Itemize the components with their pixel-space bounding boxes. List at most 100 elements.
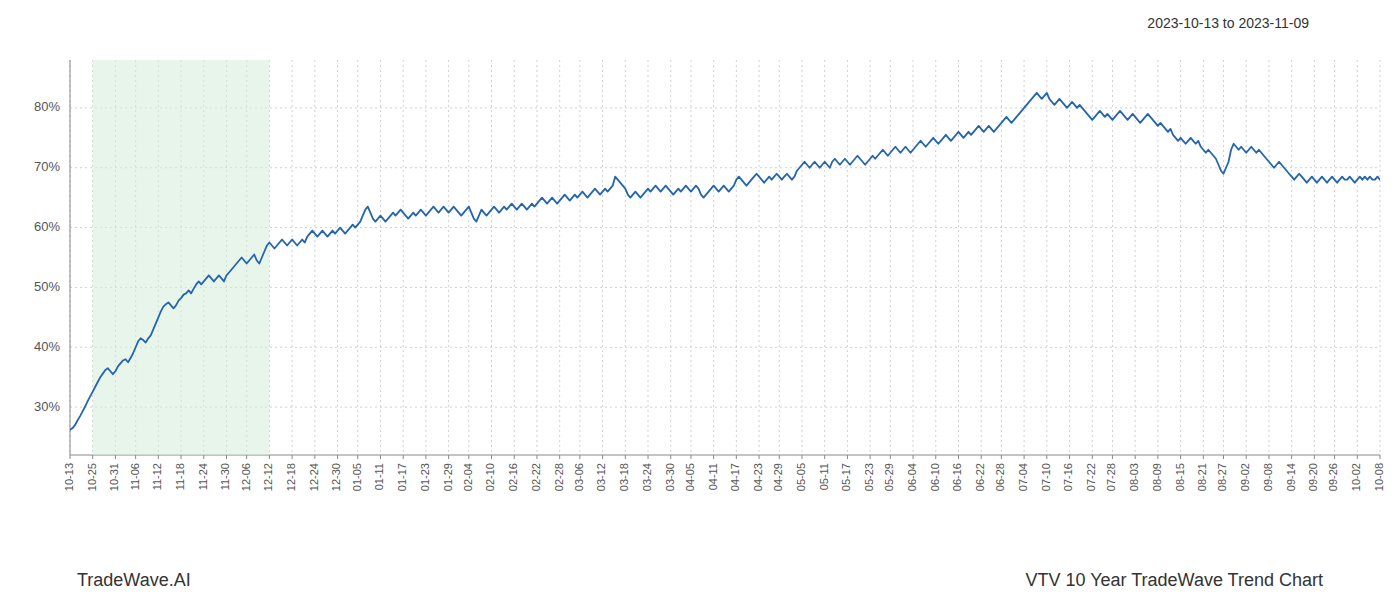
x-tick (1246, 455, 1247, 459)
grid-line-x (70, 60, 71, 455)
grid-line-x (981, 60, 982, 455)
x-tick (713, 455, 714, 459)
x-tick (579, 455, 580, 459)
grid-line-x (1291, 60, 1292, 455)
y-tick-label: 80% (34, 99, 60, 114)
x-tick-label: 09-02 (1239, 463, 1251, 491)
x-tick (602, 455, 603, 459)
x-tick (292, 455, 293, 459)
x-tick (314, 455, 315, 459)
x-tick (779, 455, 780, 459)
y-tick-label: 60% (34, 219, 60, 234)
x-tick (559, 455, 560, 459)
x-tick (246, 455, 247, 459)
x-tick-label: 07-04 (1017, 463, 1029, 491)
grid-line-x (1157, 60, 1158, 455)
x-tick-label: 09-26 (1327, 463, 1339, 491)
x-tick (1135, 455, 1136, 459)
grid-line-x (1334, 60, 1335, 455)
x-tick (380, 455, 381, 459)
grid-line-x (1069, 60, 1070, 455)
x-tick-label: 03-12 (595, 463, 607, 491)
x-tick (958, 455, 959, 459)
x-tick-label: 12-12 (262, 463, 274, 491)
x-tick-label: 01-11 (373, 463, 385, 490)
x-tick (801, 455, 802, 459)
x-tick-label: 06-28 (994, 463, 1006, 491)
x-tick (1268, 455, 1269, 459)
grid-line-x (713, 60, 714, 455)
grid-line-x (337, 60, 338, 455)
grid-line-x (536, 60, 537, 455)
x-tick (890, 455, 891, 459)
x-tick-label: 04-23 (752, 463, 764, 491)
grid-line-x (292, 60, 293, 455)
grid-line-x (1380, 60, 1381, 455)
grid-line-x (824, 60, 825, 455)
x-tick-label: 09-08 (1262, 463, 1274, 491)
grid-line-x (559, 60, 560, 455)
x-tick-label: 11-24 (197, 463, 209, 490)
x-tick-label: 05-11 (818, 463, 830, 490)
grid-line-x (670, 60, 671, 455)
grid-line-x (801, 60, 802, 455)
grid-line-x (1046, 60, 1047, 455)
x-tick (92, 455, 93, 459)
x-tick (269, 455, 270, 459)
x-tick (759, 455, 760, 459)
x-tick-label: 10-25 (86, 463, 98, 491)
x-tick-label: 03-06 (573, 463, 585, 491)
x-tick (357, 455, 358, 459)
grid-line-x (1203, 60, 1204, 455)
x-tick (514, 455, 515, 459)
grid-line-x (935, 60, 936, 455)
grid (70, 60, 1380, 455)
grid-line-x (425, 60, 426, 455)
grid-line-x (1223, 60, 1224, 455)
x-tick (870, 455, 871, 459)
x-tick-label: 06-22 (974, 463, 986, 491)
x-tick (648, 455, 649, 459)
x-tick (491, 455, 492, 459)
x-tick-label: 10-13 (63, 463, 75, 491)
page: {"chart_data": { "type": "line", "title"… (0, 0, 1400, 600)
x-tick-label: 04-17 (729, 463, 741, 491)
x-tick-label: 09-20 (1307, 463, 1319, 491)
grid-line-x (491, 60, 492, 455)
x-tick-label: 04-29 (772, 463, 784, 491)
x-tick-label: 06-10 (929, 463, 941, 491)
grid-line-x (648, 60, 649, 455)
x-tick-label: 08-03 (1128, 463, 1140, 491)
x-tick (824, 455, 825, 459)
x-tick-label: 07-16 (1062, 463, 1074, 491)
x-tick (181, 455, 182, 459)
x-tick-label: 08-21 (1196, 463, 1208, 491)
grid-line-x (357, 60, 358, 455)
texts: 2023-10-13 to 2023-11-09TradeWave.AIVTV … (77, 15, 1323, 590)
x-tick-label: 08-09 (1151, 463, 1163, 491)
grid-line-x (1001, 60, 1002, 455)
chart: 30%40%50%60%70%80%10-1310-2510-3111-0611… (0, 0, 1400, 600)
grid-line-x (514, 60, 515, 455)
grid-line-x (1180, 60, 1181, 455)
x-tick (1092, 455, 1093, 459)
x-tick-label: 10-02 (1350, 463, 1362, 491)
x-tick-label: 08-27 (1216, 463, 1228, 491)
x-tick (203, 455, 204, 459)
grid-line-x (1357, 60, 1358, 455)
y-tick-label: 30% (34, 399, 60, 414)
x-tick (1180, 455, 1181, 459)
x-tick (337, 455, 338, 459)
x-tick (1001, 455, 1002, 459)
x-tick-label: 07-28 (1105, 463, 1117, 491)
x-tick (1024, 455, 1025, 459)
x-tick (1223, 455, 1224, 459)
grid-line-x (1246, 60, 1247, 455)
x-tick-label: 07-22 (1085, 463, 1097, 491)
x-tick-label: 02-10 (484, 463, 496, 491)
x-tick-label: 03-18 (618, 463, 630, 491)
x-tick-label: 12-06 (240, 463, 252, 491)
x-tick-label: 02-28 (553, 463, 565, 491)
x-tick (1157, 455, 1158, 459)
grid-line-x (468, 60, 469, 455)
